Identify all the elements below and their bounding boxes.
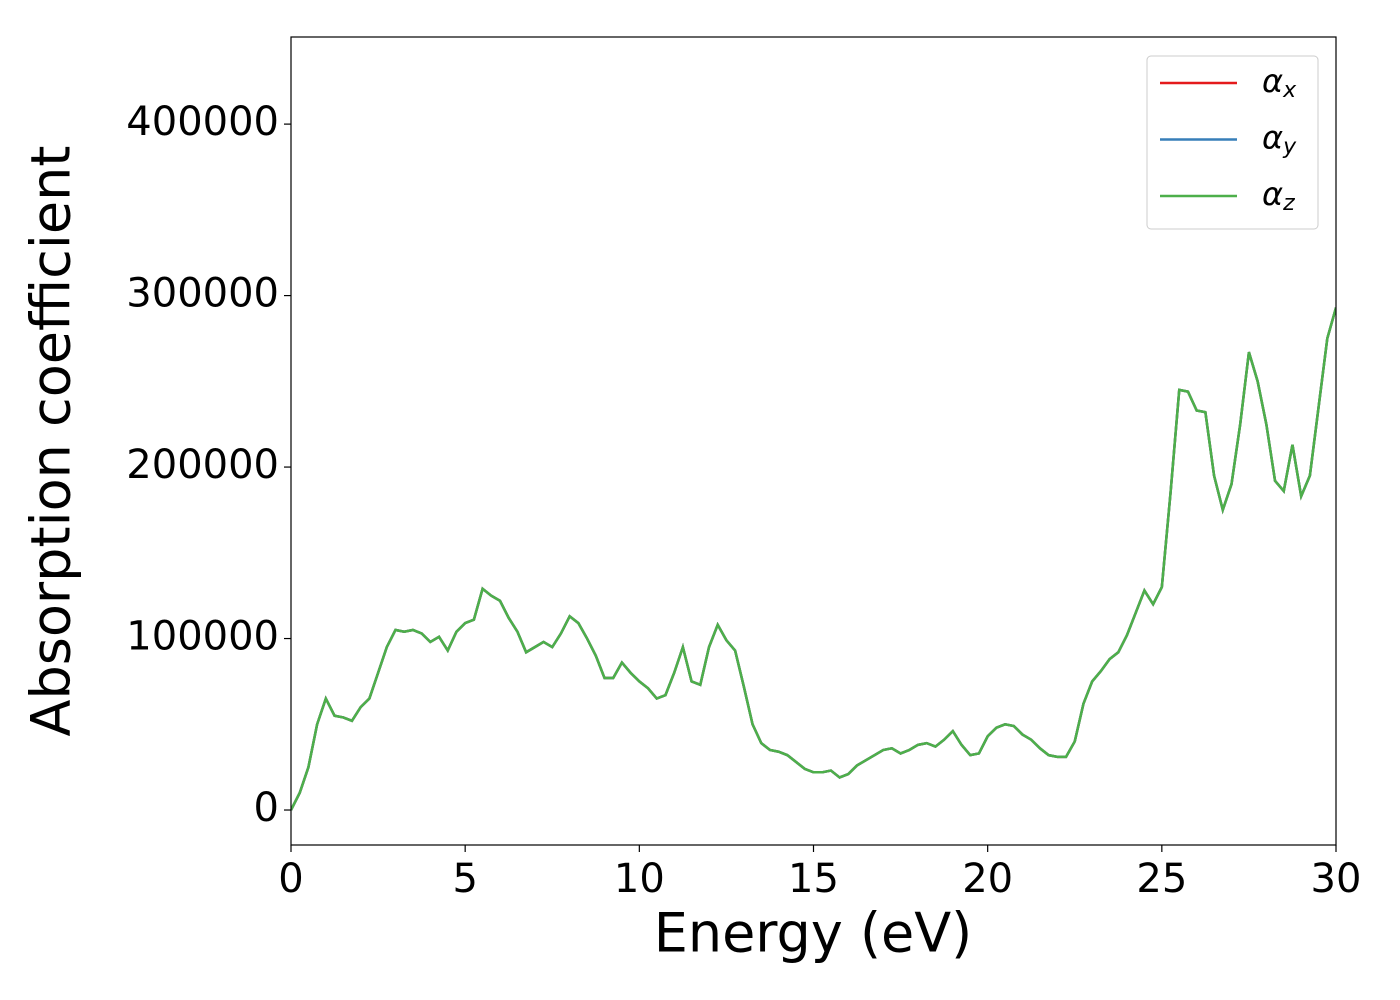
data-line (291, 307, 1336, 811)
legend-label: αz (1262, 175, 1295, 216)
legend-box (1146, 55, 1319, 230)
plot-frame (290, 36, 1337, 846)
y-tick-label: 0 (254, 785, 279, 831)
x-tick-label: 15 (788, 856, 839, 902)
x-tick-label: 5 (452, 856, 477, 902)
x-tick-label: 0 (278, 856, 303, 902)
y-tick-label: 400000 (126, 99, 279, 145)
x-tick-label: 30 (1311, 856, 1362, 902)
y-axis-label: Absorption coefficient (20, 146, 83, 737)
x-tick-label: 25 (1136, 856, 1187, 902)
x-tick-label: 10 (614, 856, 665, 902)
y-tick-label: 200000 (126, 442, 279, 488)
y-tick-label: 300000 (126, 271, 279, 317)
legend: αx αy αz (1146, 55, 1319, 230)
x-axis-label: Energy (eV) (654, 902, 973, 965)
y-tick-label: 100000 (126, 614, 279, 660)
data-line (291, 307, 1336, 811)
legend-label: αy (1262, 119, 1297, 160)
data-line (291, 307, 1336, 811)
legend-label: αx (1262, 62, 1297, 103)
x-tick-label: 20 (962, 856, 1013, 902)
